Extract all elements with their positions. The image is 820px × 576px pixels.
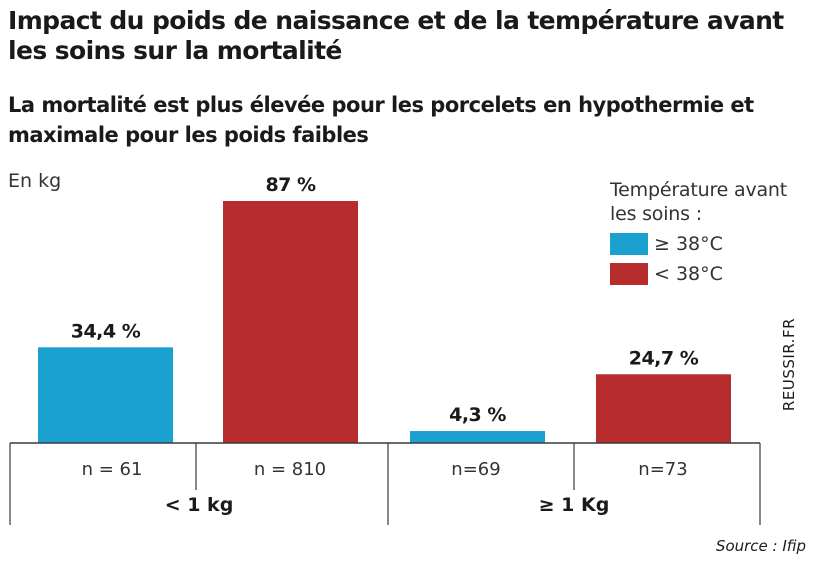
legend-title: Température avant les soins : — [610, 179, 788, 225]
bar — [38, 347, 173, 443]
legend-label-warm: ≥ 38°C — [654, 233, 723, 255]
bar — [223, 201, 358, 443]
n-label: n=73 — [638, 459, 687, 480]
credit-text: REUSSIR.FR — [780, 318, 798, 412]
category-label: ≥ 1 Kg — [539, 494, 610, 516]
bar-value-label: 4,3 % — [449, 404, 506, 426]
bar — [410, 431, 545, 443]
chart-title: Impact du poids de naissance et de la te… — [8, 6, 784, 65]
n-label: n = 61 — [82, 459, 143, 480]
legend-label-cold: < 38°C — [654, 263, 723, 285]
bar — [596, 374, 731, 443]
legend-swatch-cold — [610, 263, 648, 285]
bar-value-label: 34,4 % — [71, 320, 141, 342]
unit-label: En kg — [8, 170, 62, 192]
source-note: Source : Ifip — [715, 537, 806, 555]
legend-swatch-warm — [610, 233, 648, 255]
bar-value-label: 24,7 % — [629, 347, 699, 369]
n-label: n=69 — [451, 459, 500, 480]
legend-item-warm: ≥ 38°C — [610, 232, 790, 256]
bar-value-label: 87 % — [265, 174, 316, 196]
category-label: < 1 kg — [165, 494, 234, 516]
chart-subtitle: La mortalité est plus élevée pour les po… — [8, 93, 754, 147]
legend-item-cold: < 38°C — [610, 262, 790, 286]
n-label: n = 810 — [254, 459, 326, 480]
legend: Température avant les soins : ≥ 38°C < 3… — [610, 178, 790, 286]
